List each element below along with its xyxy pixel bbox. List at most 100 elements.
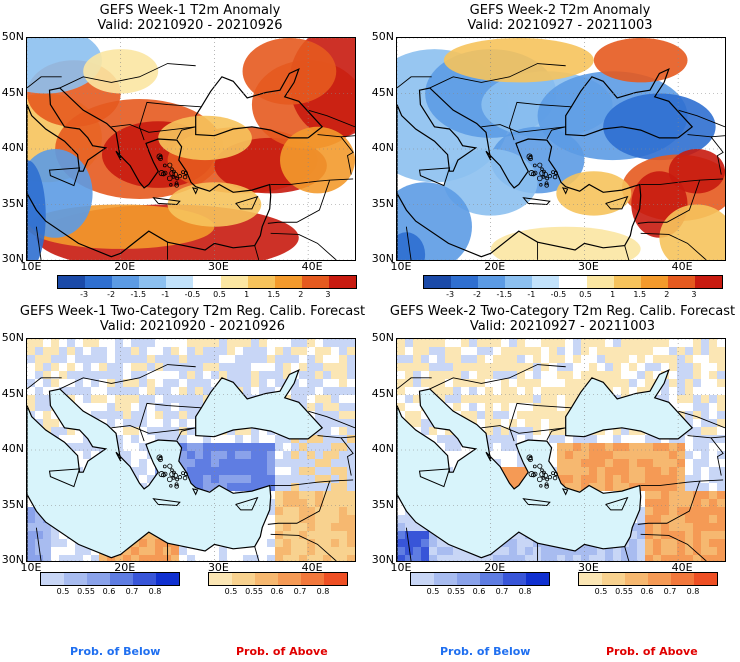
probability-cell	[525, 539, 533, 547]
colorbar-tick-label: 0.8	[316, 587, 330, 596]
probability-cell	[259, 387, 267, 395]
probability-cell	[613, 355, 621, 363]
probability-cell	[115, 339, 123, 347]
probability-cell	[155, 539, 163, 547]
aegean-island	[531, 472, 536, 478]
probability-cell	[211, 467, 219, 475]
probability-cell	[179, 459, 187, 467]
probability-cell	[453, 363, 461, 371]
probability-cell	[267, 507, 275, 515]
probability-cell	[123, 547, 131, 555]
probability-cell	[139, 419, 147, 427]
probability-cell	[323, 339, 331, 347]
probability-cell	[501, 371, 509, 379]
probability-cell	[219, 459, 227, 467]
probability-cell	[171, 363, 179, 371]
probability-cell	[323, 531, 331, 539]
probability-cell	[307, 523, 315, 531]
probability-cell	[421, 339, 429, 347]
probability-cell	[413, 339, 421, 347]
country-border	[267, 480, 331, 525]
probability-cell	[493, 339, 501, 347]
probability-cell	[75, 555, 83, 561]
probability-cell	[525, 395, 533, 403]
probability-cell	[59, 555, 67, 561]
mediterranean-coast	[397, 388, 642, 561]
probability-cell	[397, 387, 405, 395]
probability-cell	[573, 451, 581, 459]
probability-cell	[75, 347, 83, 355]
probability-cell	[123, 355, 131, 363]
colorbar-swatch	[457, 573, 480, 585]
probability-cell	[315, 411, 323, 419]
probability-cell	[709, 427, 717, 435]
probability-cell	[331, 411, 339, 419]
probability-cell	[35, 363, 43, 371]
probability-cell	[43, 547, 51, 555]
probability-cell	[629, 379, 637, 387]
probability-cell	[429, 339, 437, 347]
probability-cell	[275, 443, 283, 451]
probability-cell	[251, 555, 259, 561]
anomaly-region	[280, 126, 355, 194]
probability-cell	[565, 387, 573, 395]
probability-cell	[339, 555, 347, 561]
probability-cell	[685, 499, 693, 507]
probability-cell	[669, 555, 677, 561]
probability-cell	[323, 475, 331, 483]
anomaly-region	[593, 38, 688, 83]
aegean-island	[182, 475, 188, 481]
probability-cell	[243, 475, 251, 483]
probability-cell	[501, 363, 509, 371]
lon-label: 20E	[114, 260, 136, 273]
prob-below-label-week1: Prob. of Below	[70, 645, 161, 658]
colorbar-tick-label: 0.7	[663, 587, 677, 596]
probability-cell	[187, 555, 195, 561]
aegean-island	[177, 475, 183, 480]
probability-cell	[573, 435, 581, 443]
probability-cell	[171, 435, 179, 443]
probability-cell	[485, 363, 493, 371]
probability-cell	[629, 539, 637, 547]
probability-cell	[211, 371, 219, 379]
probability-cell	[621, 347, 629, 355]
probability-cell	[661, 355, 669, 363]
probability-cell	[83, 355, 91, 363]
aegean-island	[177, 174, 183, 179]
probability-cell	[565, 363, 573, 371]
probability-cell	[251, 355, 259, 363]
probability-cell	[195, 339, 203, 347]
probability-cell	[573, 467, 581, 475]
probability-cell	[339, 467, 347, 475]
colorbar-swatch	[139, 276, 167, 288]
probability-cell	[203, 339, 211, 347]
probability-cell	[477, 363, 485, 371]
probability-cell	[637, 547, 645, 555]
probability-cell	[299, 547, 307, 555]
probability-cell	[677, 395, 685, 403]
probability-cell	[275, 355, 283, 363]
probability-cell	[429, 547, 437, 555]
probability-cell	[709, 475, 717, 483]
probability-cell	[565, 371, 573, 379]
probability-cell	[541, 411, 549, 419]
probability-cell	[107, 403, 115, 411]
probability-cell	[75, 387, 83, 395]
probability-cell	[315, 347, 323, 355]
probability-cell	[525, 555, 533, 561]
probability-cell	[139, 539, 147, 547]
probability-cell	[597, 555, 605, 561]
probability-cell	[493, 427, 501, 435]
probability-cell	[701, 523, 709, 531]
lat-label: 40N	[371, 141, 394, 154]
probability-cell	[195, 371, 203, 379]
probability-cell	[123, 403, 131, 411]
colorbar-tick-label: 0.55	[447, 587, 465, 596]
probability-cell	[429, 531, 437, 539]
probability-cell	[613, 379, 621, 387]
probability-cell	[139, 547, 147, 555]
probability-cell	[331, 515, 339, 523]
probability-cell	[661, 555, 669, 561]
probability-cell	[139, 347, 147, 355]
probability-cell	[307, 443, 315, 451]
